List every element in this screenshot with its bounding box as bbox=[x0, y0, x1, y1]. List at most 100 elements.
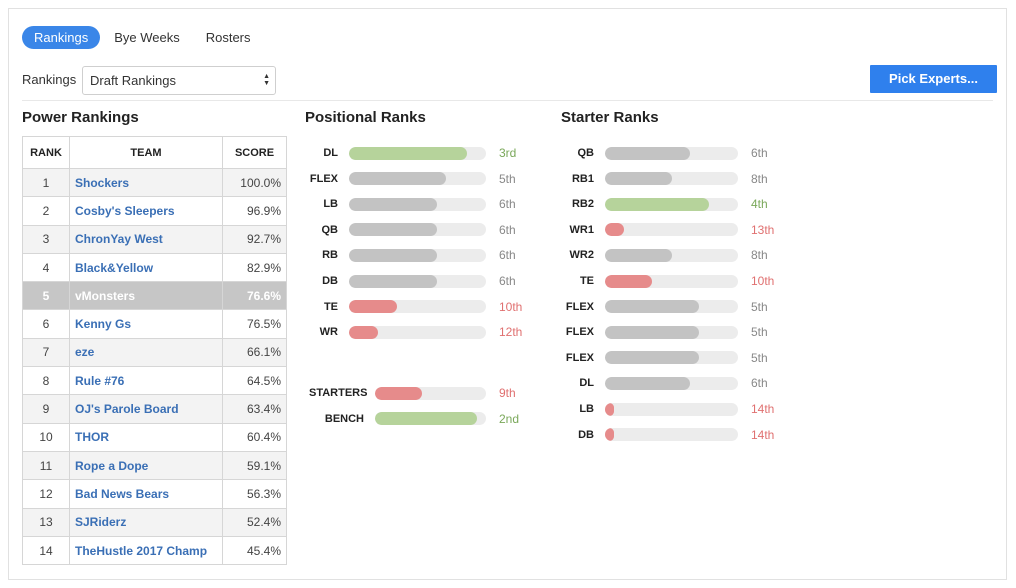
rank-bar-row: QB 6th bbox=[309, 223, 516, 237]
rank-cell: 13 bbox=[22, 507, 70, 537]
team-link[interactable]: Rope a Dope bbox=[69, 450, 223, 481]
rankings-select-label: Rankings bbox=[22, 72, 77, 87]
rank-bar-row: DL 6th bbox=[565, 376, 768, 391]
header-rank[interactable]: RANK bbox=[22, 136, 70, 169]
rank-bar-fill bbox=[605, 197, 709, 211]
header-score[interactable]: SCORE bbox=[222, 136, 287, 169]
power-rankings-title: Power Rankings bbox=[22, 109, 139, 126]
rank-value: 4th bbox=[751, 197, 768, 212]
table-row: 6 Kenny Gs 76.5% bbox=[22, 309, 287, 339]
score-cell: 63.4% bbox=[222, 394, 287, 424]
tab-rosters[interactable]: Rosters bbox=[205, 30, 251, 45]
rank-bar-fill bbox=[605, 274, 652, 288]
rank-bar-track bbox=[605, 248, 738, 262]
divider bbox=[22, 100, 993, 101]
position-label: RB bbox=[322, 249, 338, 262]
position-label: QB bbox=[321, 223, 339, 236]
rank-bar-track bbox=[605, 300, 738, 314]
score-cell: 76.6% bbox=[222, 281, 287, 311]
rank-bar-track bbox=[349, 274, 486, 288]
rank-bar-row: WR1 13th bbox=[565, 223, 775, 237]
team-link[interactable]: Kenny Gs bbox=[69, 309, 223, 339]
rank-value: 2nd bbox=[499, 411, 520, 426]
rank-cell: 1 bbox=[22, 167, 70, 198]
rank-value: 14th bbox=[751, 427, 775, 442]
team-link[interactable]: Cosby's Sleepers bbox=[69, 196, 223, 226]
rank-bar-fill bbox=[375, 386, 422, 400]
rank-bar-fill bbox=[349, 248, 437, 262]
score-cell: 76.5% bbox=[222, 309, 287, 339]
score-cell: 45.4% bbox=[222, 535, 287, 566]
team-link[interactable]: SJRiderz bbox=[69, 507, 223, 537]
team-link[interactable]: THOR bbox=[69, 422, 223, 452]
rank-bar-row: DL 3rd bbox=[309, 146, 516, 160]
rank-cell: 12 bbox=[22, 479, 70, 509]
tab-bye-weeks[interactable]: Bye Weeks bbox=[114, 30, 180, 45]
rankings-panel: Rankings Bye Weeks Rosters Rankings Draf… bbox=[8, 8, 1007, 580]
table-row: 5 vMonsters 76.6% bbox=[22, 281, 287, 311]
rank-bar-fill bbox=[349, 223, 437, 237]
rank-value: 6th bbox=[499, 197, 516, 212]
rank-value: 8th bbox=[751, 248, 768, 263]
score-cell: 60.4% bbox=[222, 422, 287, 452]
position-label: FLEX bbox=[565, 300, 594, 313]
tab-rankings[interactable]: Rankings bbox=[22, 26, 101, 49]
rank-value: 6th bbox=[499, 274, 516, 288]
rank-bar-track bbox=[349, 300, 486, 314]
rank-bar-track bbox=[349, 223, 486, 237]
rank-cell: 11 bbox=[22, 450, 70, 481]
team-link[interactable]: vMonsters bbox=[69, 281, 223, 311]
team-link[interactable]: TheHustle 2017 Champ bbox=[69, 535, 223, 566]
rank-bar-fill bbox=[349, 172, 447, 186]
team-link[interactable]: OJ's Parole Board bbox=[69, 394, 223, 424]
rank-bar-track bbox=[349, 146, 486, 160]
score-cell: 96.9% bbox=[222, 196, 287, 226]
view-tabs: Rankings Bye Weeks Rosters bbox=[22, 26, 265, 49]
rank-bar-track bbox=[605, 351, 738, 365]
team-link[interactable]: Bad News Bears bbox=[69, 479, 223, 509]
team-link[interactable]: Rule #76 bbox=[69, 366, 223, 396]
rank-value: 9th bbox=[499, 386, 516, 400]
rank-cell: 14 bbox=[22, 535, 70, 566]
rank-value: 10th bbox=[751, 274, 775, 288]
rank-bar-track bbox=[605, 325, 738, 339]
team-link[interactable]: eze bbox=[69, 337, 223, 368]
rank-value: 12th bbox=[499, 325, 523, 340]
rank-value: 6th bbox=[751, 376, 768, 391]
rank-cell: 8 bbox=[22, 366, 70, 396]
team-link[interactable]: Shockers bbox=[69, 167, 223, 198]
table-row: 8 Rule #76 64.5% bbox=[22, 366, 287, 396]
table-row: 3 ChronYay West 92.7% bbox=[22, 224, 287, 254]
position-label: WR2 bbox=[569, 249, 594, 262]
rank-value: 5th bbox=[499, 171, 516, 186]
rank-bar-fill bbox=[605, 300, 700, 314]
rank-bar-row: STARTERS 9th bbox=[309, 386, 516, 400]
position-label: FLEX bbox=[309, 172, 338, 185]
position-label: RB2 bbox=[571, 198, 594, 211]
table-row: 12 Bad News Bears 56.3% bbox=[22, 479, 287, 509]
power-rankings-table: RANK TEAM SCORE 1 Shockers 100.0% 2 Cosby's … bbox=[22, 136, 287, 566]
position-label: BENCH bbox=[324, 412, 364, 425]
team-link[interactable]: Black&Yellow bbox=[69, 252, 223, 283]
starter-ranks-title: Starter Ranks bbox=[561, 109, 659, 126]
team-link[interactable]: ChronYay West bbox=[69, 224, 223, 254]
rank-bar-track bbox=[605, 376, 738, 390]
rank-value: 10th bbox=[499, 299, 523, 314]
rank-bar-track bbox=[349, 197, 486, 211]
rank-bar-track bbox=[349, 248, 486, 262]
rank-value: 14th bbox=[751, 402, 775, 416]
table-row: 14 TheHustle 2017 Champ 45.4% bbox=[22, 535, 287, 566]
position-label: STARTERS bbox=[309, 387, 368, 399]
position-label: DL bbox=[579, 377, 594, 390]
rankings-select[interactable]: Draft Rankings ▲ ▼ bbox=[82, 66, 276, 95]
rank-cell: 9 bbox=[22, 394, 70, 424]
rank-bar-track bbox=[605, 172, 738, 186]
position-label: FLEX bbox=[565, 326, 594, 339]
rank-bar-row: DB 14th bbox=[565, 428, 774, 442]
pick-experts-button[interactable]: Pick Experts... bbox=[870, 65, 997, 93]
rank-value: 6th bbox=[751, 146, 768, 160]
rank-bar-row: DB 6th bbox=[309, 274, 516, 288]
table-row: 10 THOR 60.4% bbox=[22, 422, 287, 452]
rank-bar-track bbox=[375, 386, 486, 400]
header-team[interactable]: TEAM bbox=[69, 136, 223, 169]
